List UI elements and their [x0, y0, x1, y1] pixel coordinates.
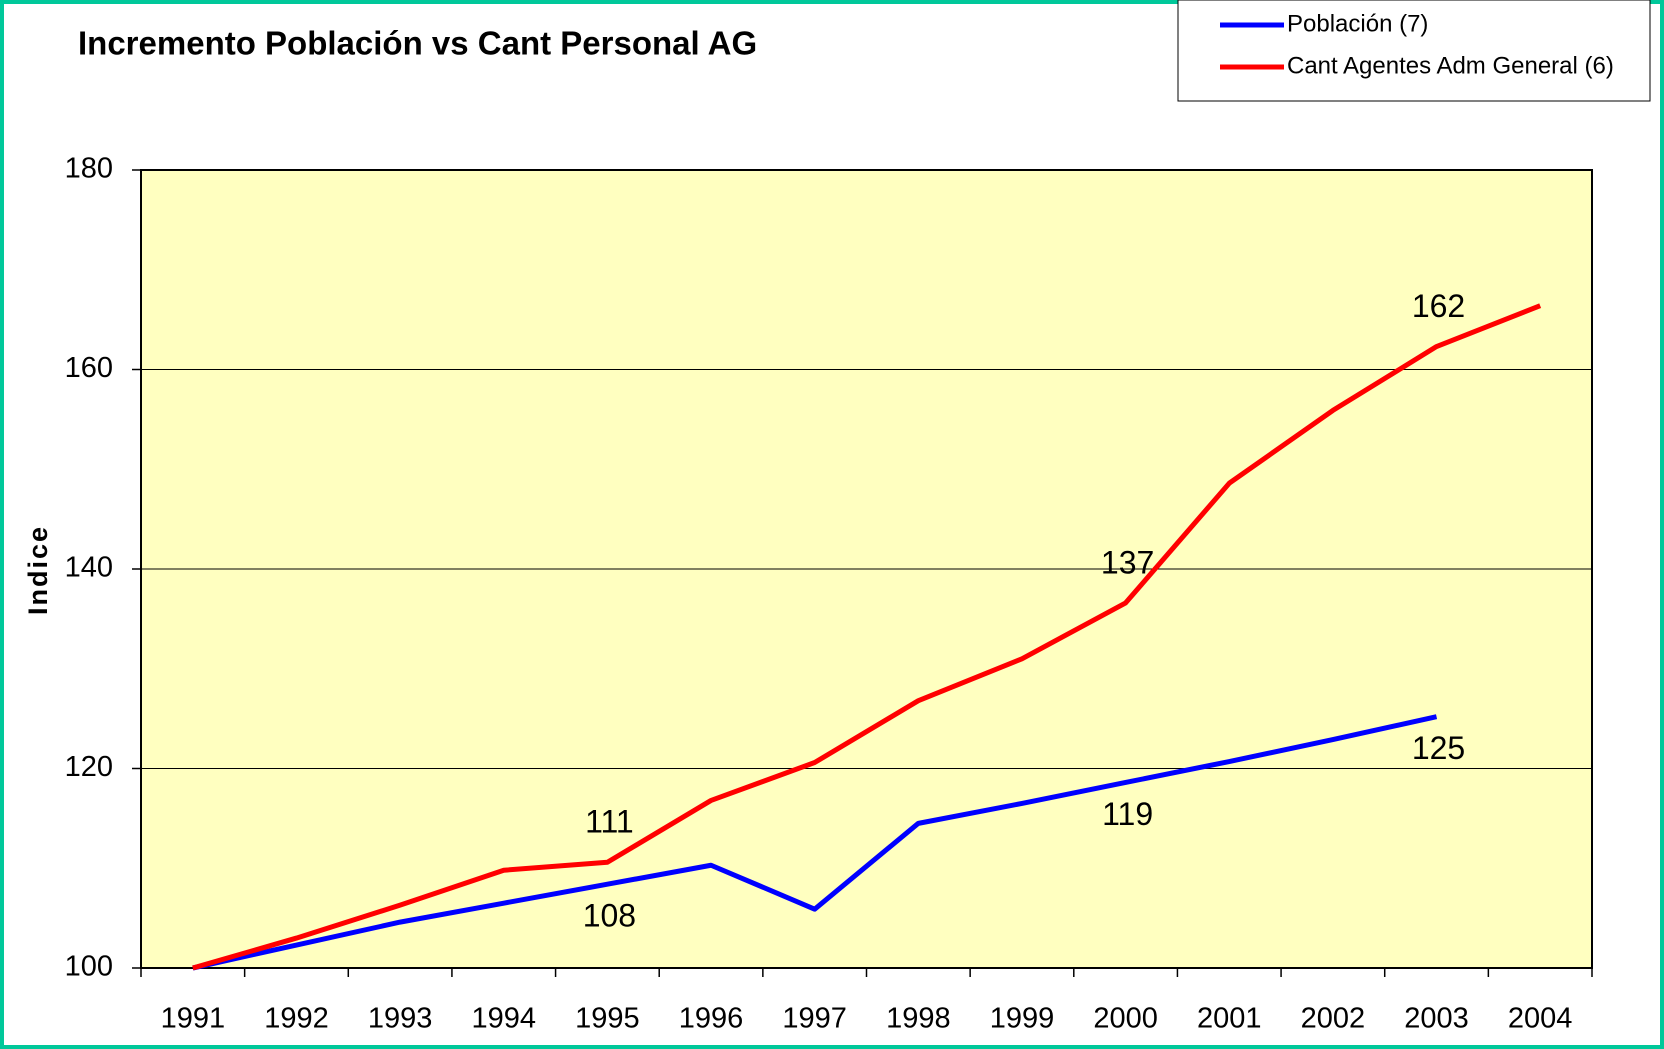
x-tick-label: 1993 — [368, 1003, 433, 1035]
x-tick-label: 1995 — [575, 1003, 640, 1035]
x-tick-label: 1997 — [782, 1003, 847, 1035]
x-tick-label: 2001 — [1197, 1003, 1262, 1035]
data-label: 125 — [1412, 730, 1465, 766]
y-tick-label: 180 — [65, 153, 113, 185]
x-tick-label: 2003 — [1404, 1003, 1469, 1035]
legend-box — [1177, 0, 1651, 102]
x-tick-label: 2000 — [1093, 1003, 1158, 1035]
series-line — [192, 714, 1438, 971]
data-label: 137 — [1101, 544, 1154, 580]
x-tick-label: 2004 — [1508, 1003, 1573, 1035]
x-tick-label: 1999 — [990, 1003, 1055, 1035]
legend-label: Población (7) — [1287, 10, 1428, 37]
y-tick-label: 120 — [65, 751, 113, 783]
chart-title: Incremento Población vs Cant Personal AG — [78, 25, 757, 62]
y-axis-label: Indice — [23, 525, 53, 615]
data-label: 111 — [585, 804, 634, 840]
legend-label: Cant Agentes Adm General (6) — [1287, 52, 1614, 79]
x-tick-label: 1992 — [264, 1003, 329, 1035]
x-tick-label: 1996 — [679, 1003, 744, 1035]
y-tick-label: 140 — [65, 552, 113, 584]
x-tick-label: 1991 — [161, 1003, 226, 1035]
y-tick-label: 160 — [65, 352, 113, 384]
x-tick-label: 1994 — [471, 1003, 536, 1035]
y-tick-label: 100 — [65, 951, 113, 983]
data-label: 119 — [1102, 796, 1153, 832]
data-label: 108 — [583, 898, 636, 934]
x-tick-label: 2002 — [1301, 1003, 1366, 1035]
series-line — [192, 303, 1542, 971]
x-tick-label: 1998 — [886, 1003, 951, 1035]
data-label: 162 — [1412, 288, 1465, 324]
